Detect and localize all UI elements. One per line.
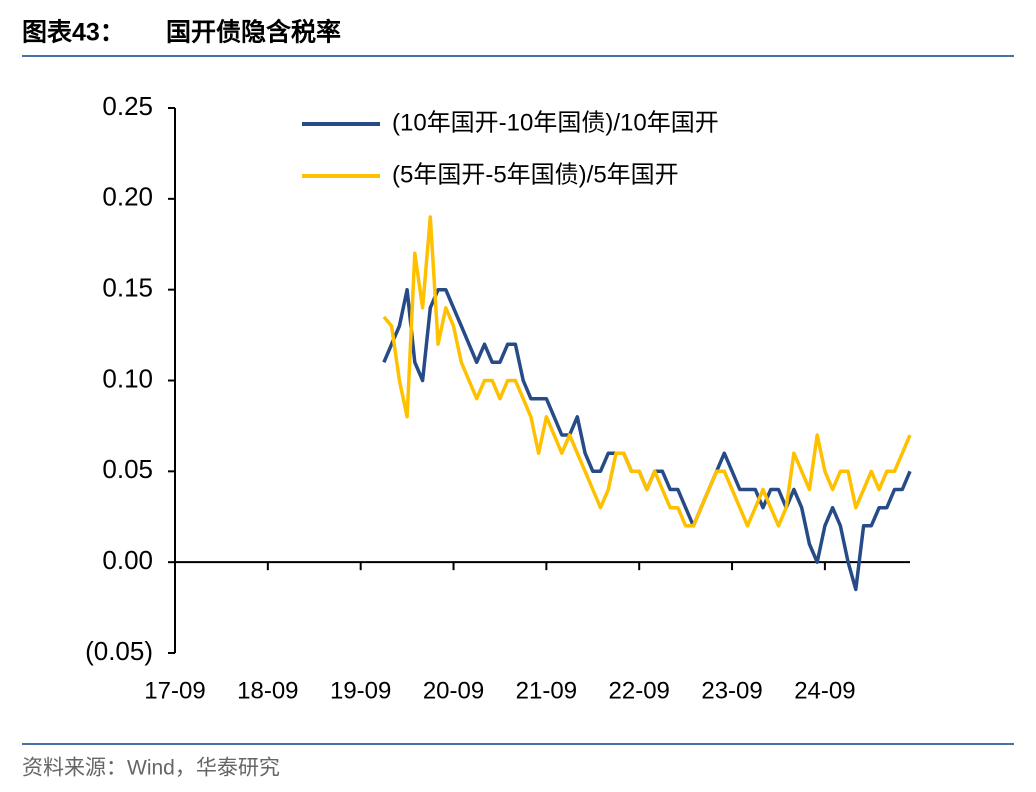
x-tick-label: 21-09 (516, 677, 577, 704)
y-tick-label: 0.10 (102, 363, 153, 393)
figure-label: 图表43： (22, 19, 125, 47)
x-tick-label: 19-09 (330, 677, 391, 704)
x-tick-label: 22-09 (609, 677, 670, 704)
y-tick-label: 0.05 (102, 454, 153, 484)
legend-label: (10年国开-10年国债)/10年国开 (392, 109, 719, 136)
x-tick-label: 24-09 (794, 677, 855, 704)
x-tick-label: 17-09 (144, 677, 205, 704)
x-tick-label: 23-09 (701, 677, 762, 704)
y-tick-label: 0.25 (102, 91, 153, 121)
source-note: 资料来源：Wind，华泰研究 (22, 757, 280, 780)
legend-label: (5年国开-5年国债)/5年国开 (392, 161, 679, 188)
y-tick-label: 0.20 (102, 182, 153, 212)
y-tick-label: 0.15 (102, 273, 153, 303)
x-tick-label: 18-09 (237, 677, 298, 704)
series-line (382, 215, 912, 528)
y-tick-label: (0.05) (85, 636, 153, 666)
y-tick-label: 0.00 (102, 545, 153, 575)
x-tick-label: 20-09 (423, 677, 484, 704)
series-line (382, 287, 912, 592)
chart-title: 国开债隐含税率 (166, 18, 341, 47)
